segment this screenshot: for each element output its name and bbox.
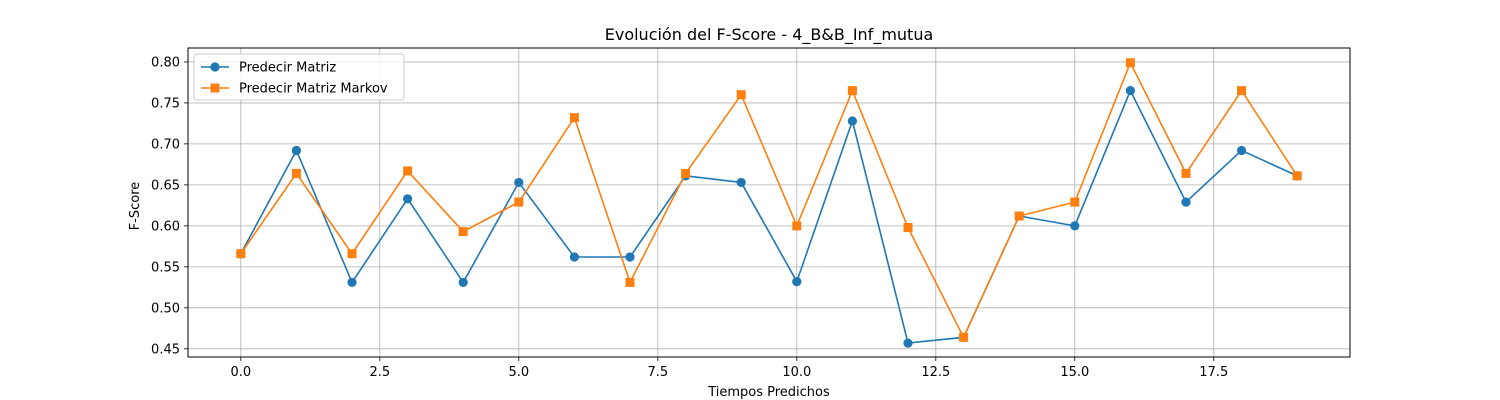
x-tick-label: 2.5 [369, 365, 390, 380]
y-tick-label: 0.55 [151, 260, 180, 275]
data-point-markov [1292, 171, 1302, 181]
y-tick-label: 0.70 [151, 137, 180, 152]
data-point-matriz [1181, 197, 1191, 207]
y-tick-label: 0.45 [151, 342, 180, 357]
x-tick-label: 12.5 [921, 365, 950, 380]
x-tick-label: 0.0 [230, 365, 251, 380]
data-point-markov [569, 113, 579, 123]
ticks: 0.0 2.5 5.0 7.5 10.0 12.5 15.0 17.5 0.45 0.50 0.55… [151, 55, 1228, 380]
x-axis-label: Tiempos Predichos [707, 385, 830, 400]
chart-title: Evolución del F-Score - 4_B&B_Inf_mutua [605, 25, 934, 45]
x-tick-label: 17.5 [1199, 365, 1228, 380]
y-tick-label: 0.50 [151, 301, 180, 316]
y-tick-label: 0.60 [151, 219, 180, 234]
data-point-markov [847, 86, 857, 96]
x-tick-label: 7.5 [647, 365, 668, 380]
data-point-matriz [847, 116, 857, 126]
data-point-markov [1070, 197, 1080, 207]
data-point-markov [736, 90, 746, 100]
legend-box [193, 53, 405, 101]
y-tick-label: 0.80 [151, 55, 180, 70]
data-point-matriz [291, 145, 302, 156]
data-point-markov [625, 277, 635, 287]
data-point-matriz [569, 252, 580, 262]
data-point-markov [903, 222, 913, 232]
data-point-markov [1237, 86, 1247, 96]
data-point-markov [514, 197, 524, 207]
data-point-markov [1125, 58, 1135, 68]
legend-label-markov: Predecir Matriz Markov [239, 82, 388, 97]
data-point-markov [1181, 168, 1191, 178]
y-tick-label: 0.75 [151, 96, 180, 111]
legend: Predecir Matriz Predecir Matriz Markov [193, 53, 405, 101]
legend-marker-markov [210, 83, 220, 93]
data-point-matriz [1236, 145, 1247, 156]
data-point-markov [236, 249, 246, 259]
data-point-markov [959, 332, 969, 342]
series-line-matriz [240, 88, 1298, 344]
data-point-matriz [514, 177, 524, 188]
data-point-matriz [1070, 221, 1080, 231]
data-point-matriz [736, 177, 746, 188]
x-tick-label: 5.0 [508, 365, 529, 380]
data-point-matriz [458, 277, 468, 288]
data-point-markov [681, 168, 691, 178]
legend-label-matriz: Predecir Matriz [239, 61, 336, 76]
plot-frame [187, 47, 1351, 358]
series-group [236, 58, 1302, 348]
data-point-matriz [903, 338, 913, 348]
data-point-markov [347, 249, 357, 259]
data-point-markov [792, 221, 802, 231]
x-tick-label: 15.0 [1060, 365, 1089, 380]
x-tick-label: 10.0 [782, 365, 811, 380]
data-point-markov [403, 166, 413, 176]
data-point-markov [291, 168, 301, 178]
data-point-matriz [1125, 86, 1135, 96]
y-axis-label: F-Score [128, 182, 143, 231]
legend-marker-matriz [210, 62, 220, 72]
data-point-markov [458, 227, 468, 237]
data-point-matriz [403, 194, 413, 204]
data-point-matriz [347, 277, 357, 288]
data-point-matriz [625, 252, 635, 262]
data-point-markov [1014, 211, 1024, 221]
data-point-matriz [792, 276, 802, 287]
y-tick-label: 0.65 [151, 178, 180, 193]
series-line-markov [240, 60, 1298, 340]
